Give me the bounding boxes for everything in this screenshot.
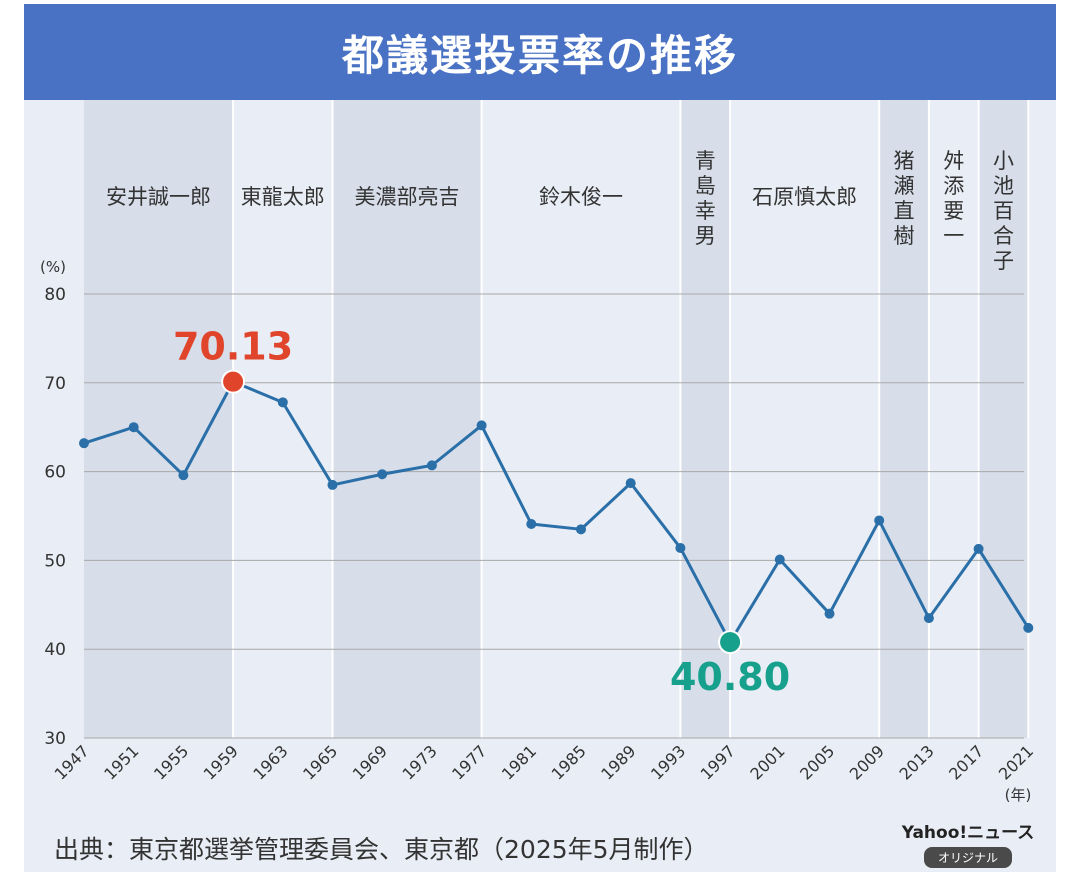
- x-tick-label: 1973: [399, 741, 441, 783]
- data-point: [576, 524, 586, 535]
- x-tick-label: 1997: [697, 741, 739, 783]
- max-marker: [221, 369, 246, 394]
- governor-label-char: 百: [993, 199, 1014, 223]
- governor-label-char: 要: [943, 199, 964, 223]
- data-point: [526, 518, 537, 529]
- min-marker: [718, 630, 743, 655]
- governor-label: 東龍太郎: [241, 185, 325, 209]
- governor-label: 安井誠一郎: [106, 185, 211, 209]
- x-tick-label: 2009: [846, 741, 888, 783]
- x-tick-label: 1965: [299, 741, 341, 783]
- governor-band: [978, 100, 1029, 738]
- governor-band: [332, 100, 482, 738]
- y-tick-label: 80: [44, 285, 66, 305]
- x-tick-label: 1993: [647, 741, 689, 783]
- governor-label: 美濃部亮吉: [355, 185, 460, 209]
- x-tick-label: 2005: [796, 741, 838, 783]
- governor-band: [84, 100, 234, 738]
- data-point: [774, 554, 785, 565]
- governor-label-char: 樹: [894, 224, 915, 248]
- x-tick-label: 1951: [100, 741, 142, 783]
- data-point: [476, 420, 487, 431]
- governor-label-char: 小: [993, 149, 1014, 173]
- governor-label-char: 舛: [943, 149, 964, 173]
- x-tick-label: 1959: [200, 741, 242, 783]
- data-point: [327, 479, 338, 490]
- data-point: [625, 478, 636, 489]
- governor-label-char: 池: [993, 174, 1014, 198]
- chart-title: 都議選投票率の推移: [24, 4, 1056, 100]
- governor-band: [879, 100, 929, 738]
- governor-label-char: 青: [695, 149, 716, 173]
- x-unit-label: (年): [1005, 786, 1032, 804]
- governor-label-char: 男: [695, 224, 716, 248]
- brand-name: Yahoo!ニュース: [901, 823, 1035, 843]
- x-tick-label: 1981: [498, 741, 540, 783]
- source-note: 出典：東京都選挙管理委員会、東京都（2025年5月制作）: [54, 835, 709, 864]
- x-tick-label: 2001: [746, 741, 788, 783]
- data-point: [973, 543, 984, 554]
- y-tick-label: 50: [44, 551, 66, 571]
- x-tick-label: 1955: [150, 741, 192, 783]
- y-tick-label: 60: [44, 463, 66, 483]
- governor-label-char: 猪: [894, 149, 915, 173]
- governor-label-char: 添: [943, 174, 964, 198]
- min-value-label: 40.80: [670, 655, 790, 699]
- governor-label: 石原慎太郎: [752, 185, 857, 209]
- data-point: [824, 608, 835, 619]
- data-point: [675, 542, 686, 553]
- governor-band: [680, 100, 731, 738]
- data-point: [277, 397, 288, 408]
- brand-badge: オリジナル: [923, 847, 1012, 868]
- data-point: [128, 422, 139, 433]
- data-point: [178, 470, 189, 481]
- data-point: [377, 469, 388, 480]
- data-point: [426, 460, 437, 471]
- brand-logo: Yahoo!ニュース オリジナル: [898, 818, 1038, 868]
- governor-label: 鈴木俊一: [539, 185, 623, 209]
- max-value-label: 70.13: [173, 325, 293, 369]
- y-unit-label: (%): [40, 258, 66, 276]
- data-point: [874, 515, 885, 526]
- x-tick-label: 1977: [448, 741, 490, 783]
- governor-label-char: 幸: [695, 199, 716, 223]
- x-tick-label: 2021: [995, 741, 1037, 783]
- y-tick-label: 30: [44, 729, 66, 749]
- governor-label-char: 瀬: [894, 174, 915, 198]
- data-point: [923, 613, 934, 624]
- x-tick-label: 1963: [249, 741, 291, 783]
- y-tick-label: 70: [44, 374, 66, 394]
- x-tick-label: 2017: [945, 741, 987, 783]
- data-point: [79, 438, 89, 449]
- data-point: [1023, 622, 1034, 633]
- governor-label-char: 合: [993, 224, 1014, 248]
- governor-label-char: 直: [894, 199, 915, 223]
- x-tick-label: 1969: [349, 741, 391, 783]
- x-tick-label: 1985: [548, 741, 590, 783]
- x-tick-label: 1989: [597, 741, 639, 783]
- y-tick-label: 40: [44, 640, 66, 660]
- x-tick-label: 2013: [896, 741, 938, 783]
- governor-label-char: 子: [993, 249, 1014, 273]
- governor-label-char: 島: [695, 174, 716, 198]
- chart-card: 都議選投票率の推移 安井誠一郎 東龍太郎 美濃部亮吉 鈴木俊一 青島幸男 石原慎太郎 猪瀬直…: [24, 4, 1056, 872]
- governor-label-char: 一: [943, 224, 964, 248]
